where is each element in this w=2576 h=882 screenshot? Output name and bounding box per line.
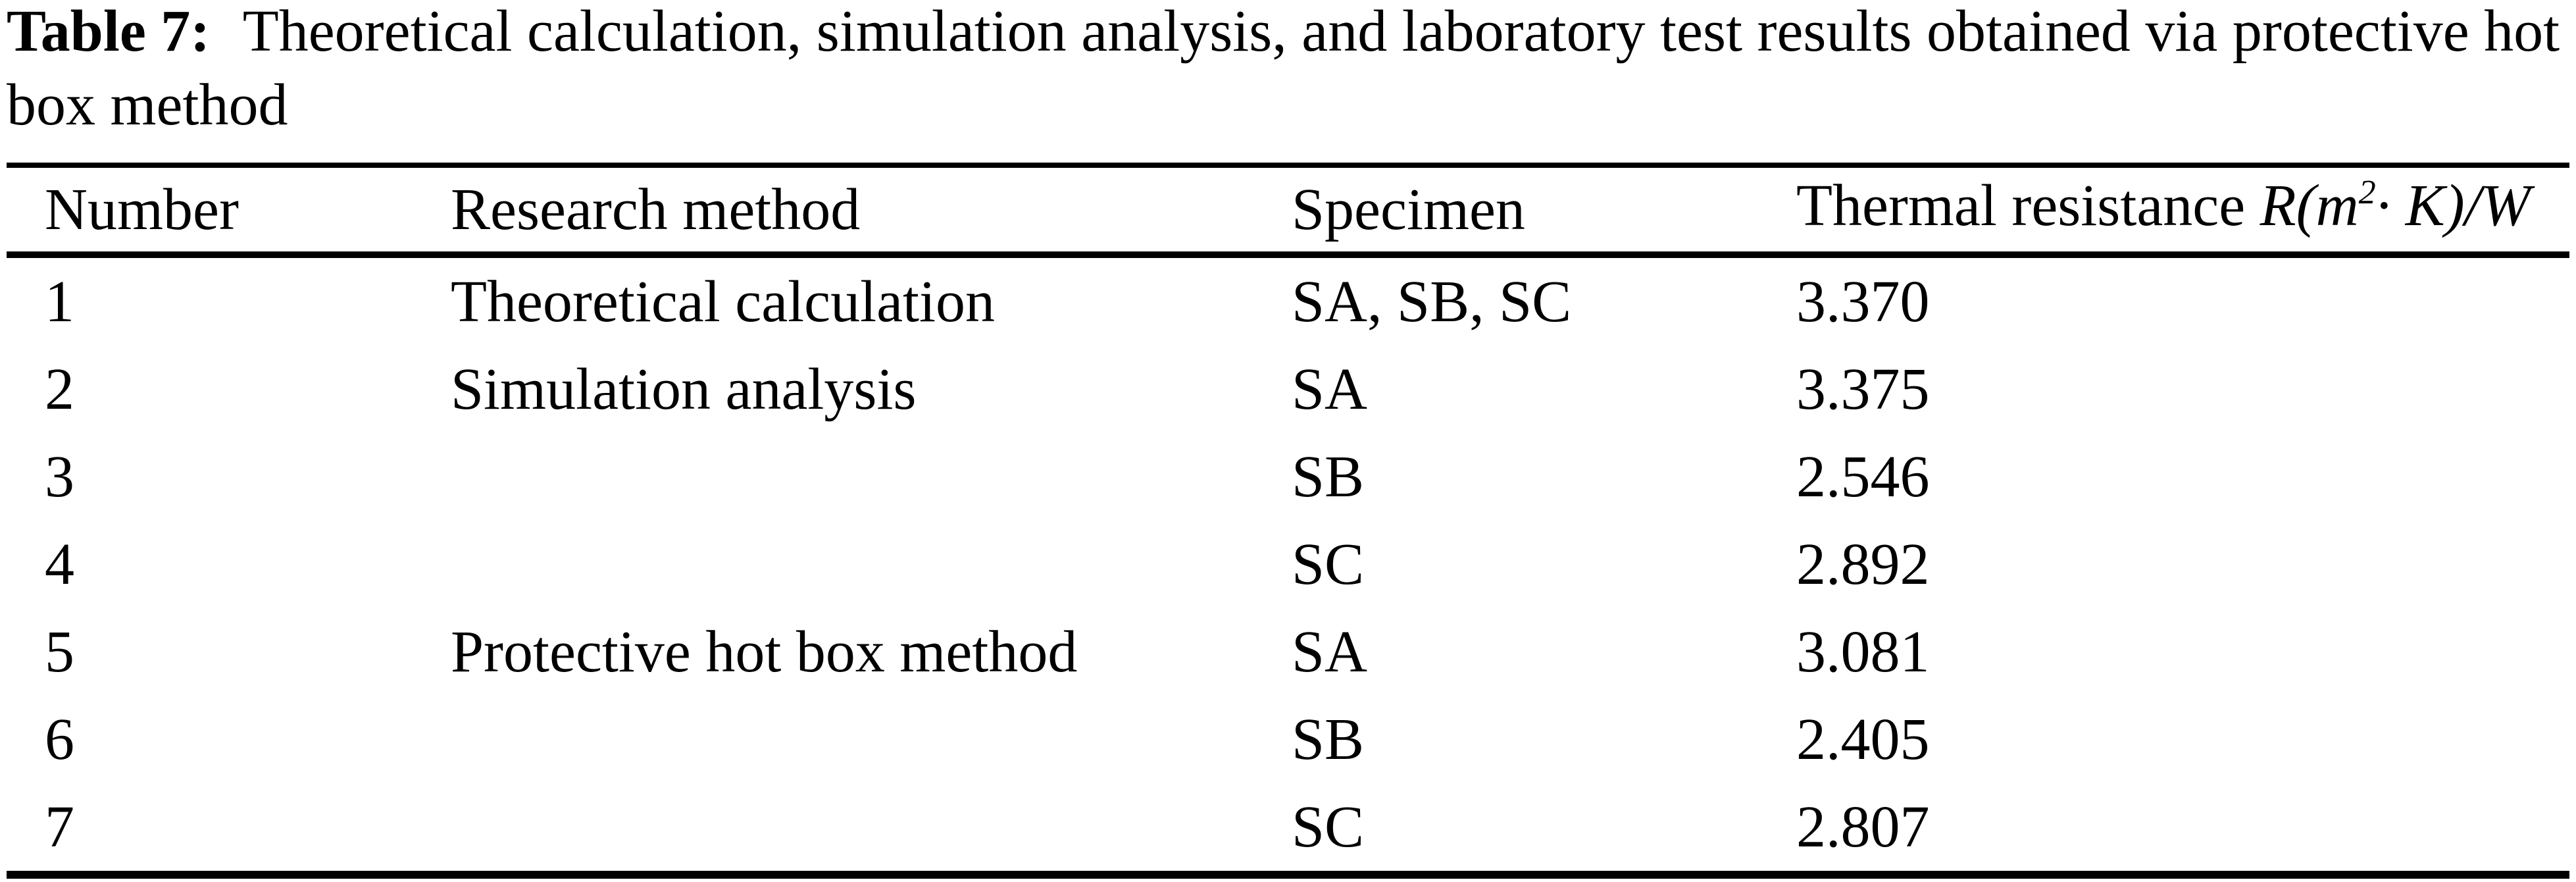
table-row: 3 SB 2.546: [7, 433, 2569, 521]
caption-text-line2: box method: [7, 72, 288, 138]
cell-specimen: SC: [1292, 794, 1365, 860]
column-header-method: Research method: [451, 176, 861, 242]
cell-resistance: 3.370: [1796, 269, 1930, 334]
table-row: 4 SC 2.892: [7, 521, 2569, 608]
cell-resistance: 2.405: [1796, 706, 1930, 772]
results-table: Number Research method Specimen Thermal …: [7, 163, 2569, 879]
column-header-resistance: Thermal resistance R(m2· K)/W: [1796, 173, 2569, 247]
resistance-unit-base: R(m: [2260, 172, 2359, 238]
cell-specimen: SA: [1292, 356, 1368, 422]
table-rule-header-bottom: [7, 251, 2569, 258]
cell-resistance: 2.807: [1796, 794, 1930, 860]
cell-method: Simulation analysis: [451, 356, 917, 422]
column-header-number: Number: [45, 176, 239, 242]
resistance-unit-rest: · K)/W: [2375, 172, 2531, 238]
table-row: 6 SB 2.405: [7, 696, 2569, 783]
resistance-unit-superscript: 2: [2358, 173, 2376, 212]
cell-resistance: 2.892: [1796, 531, 1930, 597]
table-rule-top: [7, 163, 2569, 168]
caption-text-line1: Theoretical calculation, simulation anal…: [242, 0, 2560, 64]
cell-number: 6: [45, 706, 74, 772]
table-rule-bottom: [7, 871, 2569, 879]
cell-number: 7: [45, 794, 74, 860]
cell-method: Theoretical calculation: [451, 269, 996, 334]
cell-method: Protective hot box method: [451, 619, 1078, 685]
table-caption: Table 7: Theoretical calculation, simulat…: [7, 0, 2576, 142]
cell-resistance: 3.081: [1796, 619, 1930, 685]
cell-specimen: SA, SB, SC: [1292, 269, 1572, 334]
cell-number: 1: [45, 269, 74, 334]
cell-number: 5: [45, 619, 74, 685]
cell-specimen: SB: [1292, 706, 1365, 772]
cell-number: 3: [45, 444, 74, 509]
cell-number: 2: [45, 356, 74, 422]
cell-resistance: 3.375: [1796, 356, 1930, 422]
cell-specimen: SB: [1292, 444, 1365, 509]
caption-line-1: Table 7: Theoretical calculation, simulat…: [7, 0, 2576, 68]
table-row: 5 Protective hot box method SA 3.081: [7, 608, 2569, 696]
resistance-header-text: Thermal resistance: [1796, 172, 2260, 238]
cell-specimen: SC: [1292, 531, 1365, 597]
column-header-specimen: Specimen: [1292, 176, 1525, 242]
table-row: 1 Theoretical calculation SA, SB, SC 3.3…: [7, 258, 2569, 346]
cell-resistance: 2.546: [1796, 444, 1930, 509]
table-header-row: Number Research method Specimen Thermal …: [7, 168, 2569, 251]
table-row: 7 SC 2.807: [7, 783, 2569, 871]
cell-specimen: SA: [1292, 619, 1368, 685]
caption-label: Table 7:: [7, 0, 211, 64]
cell-number: 4: [45, 531, 74, 597]
table-row: 2 Simulation analysis SA 3.375: [7, 346, 2569, 433]
